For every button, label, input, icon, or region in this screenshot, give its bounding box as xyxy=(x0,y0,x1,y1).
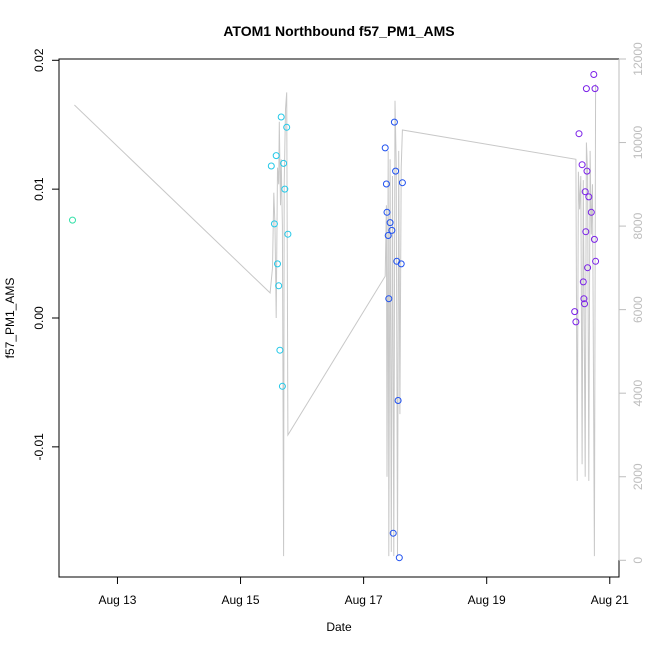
data-point xyxy=(274,260,281,268)
data-point xyxy=(386,219,394,227)
data-point xyxy=(277,113,285,121)
data-point xyxy=(581,300,588,308)
points-layer xyxy=(69,71,600,562)
data-point xyxy=(592,257,600,265)
data-point xyxy=(591,85,599,93)
y-axis: -0.01 0.00 0.01 0.02 xyxy=(32,48,60,461)
data-point xyxy=(584,264,592,272)
data-point xyxy=(284,230,292,238)
data-point xyxy=(381,144,389,152)
data-point xyxy=(590,235,598,243)
x-axis-label: Date xyxy=(326,620,352,634)
data-point xyxy=(390,118,398,126)
y2-tick-label: 4000 xyxy=(631,380,645,407)
y-axis-label: f57_PM1_AMS xyxy=(3,278,17,359)
y2-tick-label: 2000 xyxy=(631,463,645,490)
data-point xyxy=(572,318,580,326)
data-point xyxy=(389,529,397,537)
data-point xyxy=(281,185,289,193)
data-point xyxy=(385,295,393,303)
data-point xyxy=(578,161,586,169)
secondary-line-layer xyxy=(74,84,597,557)
data-point xyxy=(581,188,589,196)
data-point xyxy=(582,228,590,236)
data-point xyxy=(587,208,595,216)
data-point xyxy=(575,130,583,138)
data-point xyxy=(267,162,275,170)
y2-tick-label: 12000 xyxy=(631,42,645,76)
data-point xyxy=(583,167,591,175)
x-tick-label: Aug 21 xyxy=(591,593,629,607)
y-tick-label: 0.02 xyxy=(32,48,46,72)
secondary-series-line xyxy=(74,84,597,557)
data-point xyxy=(582,85,590,93)
data-point xyxy=(585,193,593,201)
data-point xyxy=(579,278,587,286)
x-tick-label: Aug 15 xyxy=(222,593,260,607)
data-point xyxy=(283,123,291,131)
y-tick-label: 0.00 xyxy=(32,306,46,330)
data-point xyxy=(382,180,390,188)
data-point xyxy=(278,382,286,390)
y2-axis: 0 2000 4000 6000 8000 10000 12000 xyxy=(618,42,645,564)
data-point xyxy=(394,397,402,404)
data-point xyxy=(280,159,288,167)
data-point xyxy=(590,71,598,78)
x-tick-label: Aug 19 xyxy=(468,593,506,607)
data-point xyxy=(395,554,403,562)
data-point xyxy=(276,346,284,354)
data-point xyxy=(69,216,76,224)
x-tick-label: Aug 13 xyxy=(98,593,136,607)
data-point xyxy=(580,295,588,303)
data-point xyxy=(272,152,280,160)
chart-title: ATOM1 Northbound f57_PM1_AMS xyxy=(223,23,454,39)
data-point xyxy=(392,167,400,175)
y2-tick-label: 8000 xyxy=(631,212,645,239)
data-point xyxy=(398,179,406,187)
y2-tick-label: 6000 xyxy=(631,296,645,323)
data-point xyxy=(275,282,283,290)
y-tick-label: -0.01 xyxy=(32,433,46,461)
data-point xyxy=(397,260,405,268)
data-point xyxy=(383,208,391,216)
data-point xyxy=(384,232,392,239)
x-tick-label: Aug 17 xyxy=(345,593,383,607)
x-axis: Aug 13 Aug 15 Aug 17 Aug 19 Aug 21 xyxy=(98,576,629,607)
y2-tick-label: 0 xyxy=(631,557,645,564)
y-tick-label: 0.01 xyxy=(32,177,46,201)
y2-tick-label: 10000 xyxy=(631,126,645,160)
data-point xyxy=(388,226,396,234)
data-point xyxy=(270,220,278,228)
data-point xyxy=(571,308,579,316)
